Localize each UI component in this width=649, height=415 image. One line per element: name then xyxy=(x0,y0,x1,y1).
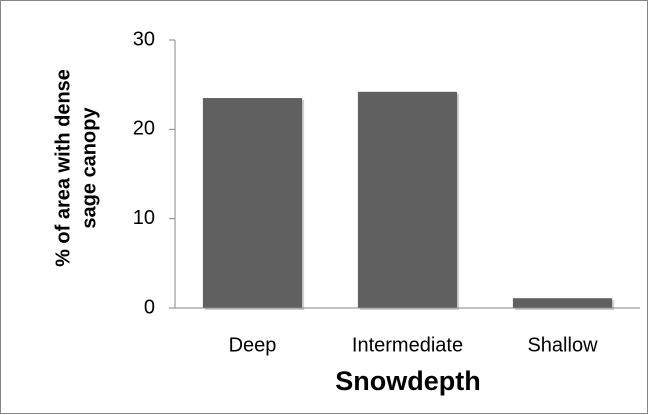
y-tick-label: 0 xyxy=(144,296,155,318)
y-tick-label: 30 xyxy=(133,28,155,50)
x-tick-label: Shallow xyxy=(527,334,598,356)
x-tick-label: Deep xyxy=(229,334,277,356)
y-tick-label: 10 xyxy=(133,207,155,229)
x-tick-label: Intermediate xyxy=(352,334,463,356)
y-axis-title: % of area with dense xyxy=(52,69,74,267)
bar xyxy=(202,98,303,308)
y-axis-title: sage canopy xyxy=(78,107,100,229)
bar xyxy=(512,298,613,308)
bar xyxy=(357,91,458,309)
y-tick-label: 20 xyxy=(133,118,155,140)
x-axis-title: Snowdepth xyxy=(335,366,480,396)
